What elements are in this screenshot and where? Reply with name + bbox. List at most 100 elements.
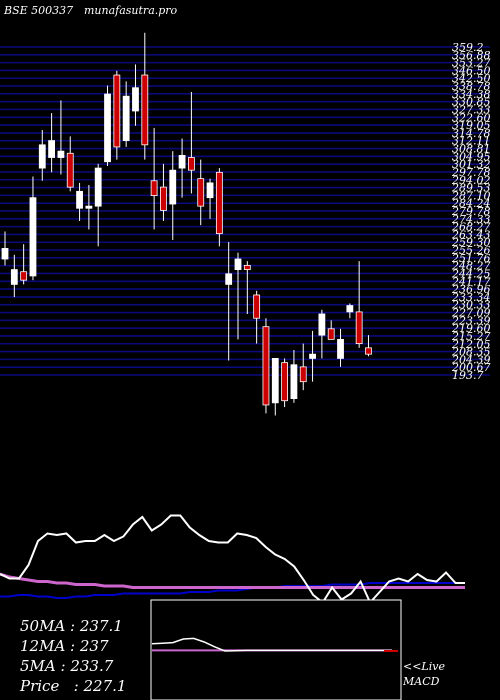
price-tick-label: 263.43 [451,228,491,241]
candle-body [327,328,335,340]
candle [225,242,233,361]
candle [271,358,279,416]
price-tick-label: 308.81 [452,143,491,156]
candle [299,343,307,391]
candle-body [215,171,223,235]
price-tick-label: 241.17 [451,275,491,288]
candle [327,320,335,340]
candle [10,254,18,298]
stat-label: Price [20,677,60,695]
candlestick-series [1,32,372,416]
price-tick-label: 193.7 [452,369,484,382]
stat-50ma: 50MA : 237.1 [20,617,123,635]
price-tick-label: 244.25 [451,267,491,280]
candle [113,70,121,160]
stat-label: 50MA [20,617,66,635]
candle [160,163,167,221]
price-tick-label: 274.33 [451,213,491,226]
price-tick-label: 259.30 [451,236,491,249]
price-tick-label: 314.78 [452,127,491,140]
candle-body [225,273,233,285]
price-tick-label: 219.60 [451,322,491,335]
price-tick-label: 297.78 [451,166,491,179]
candle-body [197,178,205,207]
candle [337,328,344,367]
price-tick-label: 312.11 [452,135,491,148]
candle-body [104,93,111,163]
candle-body [132,87,139,112]
candle [85,185,93,230]
stat-5ma: 5MA : 233.7 [20,657,114,675]
candle [197,159,205,226]
candle-body [85,205,93,209]
price-tick-label: 287.10 [451,189,491,202]
candle [365,335,372,357]
candle [57,100,65,175]
indicator-lines [0,514,465,605]
price-tick-label: 208.35 [451,346,491,359]
price-tick-label: 223.39 [451,314,491,327]
candle [20,244,28,285]
price-tick-label: 304.95 [452,150,491,163]
candle-body [309,353,316,359]
candle-body [141,74,149,146]
candle-body [160,186,167,211]
price-tick-label: 204.39 [451,353,491,366]
candle [309,330,316,382]
candle-body [20,271,28,281]
stat-price: Price : 227.1 [20,677,127,695]
candle [206,178,214,219]
blue-ma-line [0,582,465,599]
candle [66,136,74,192]
site-name: munafasutra.pro [84,4,178,17]
pink-ma-line [0,572,465,589]
price-tick-label: 338.78 [452,80,491,93]
candle [178,138,186,198]
candle-body [10,269,18,285]
price-tick-label: 342.50 [452,72,491,85]
candle-body [178,154,186,169]
candle [169,151,177,240]
price-tick-label: 227.09 [451,307,491,320]
price-tick-label: 268.27 [451,221,491,234]
candle [48,113,55,173]
candle-body [318,313,326,336]
candle [141,32,149,160]
candle [355,261,363,348]
candle-body [253,294,261,319]
live-link[interactable]: <<Live [403,660,445,673]
candle [243,261,251,315]
candle [253,290,261,344]
price-tick-label: 319.05 [452,119,491,132]
price-tick-label: 279.78 [451,205,491,218]
price-tick-label: 322.60 [452,111,491,124]
candle [281,358,289,408]
candle-body [290,364,298,399]
candle-body [150,180,158,196]
price-tick-label: 200.67 [451,361,491,374]
candle [215,168,223,247]
candle-body [299,366,307,383]
candle [38,130,46,181]
candle-body [57,150,65,158]
white-indicator-line [0,514,465,605]
price-tick-label: 212.05 [451,338,491,351]
stat-12ma: 12MA : 237 [20,637,109,655]
stat-value: 237.1 [79,617,123,635]
price-tick-label: 251.76 [451,252,491,265]
candle-body [206,182,214,199]
candle [346,303,354,319]
price-tick-label: 353.27 [452,57,491,70]
price-grid [0,46,490,376]
price-tick-label: 233.34 [451,291,491,304]
candle [29,176,37,281]
candle-body [262,326,270,406]
candle-body [346,305,354,313]
candle-body [1,248,9,260]
candle [234,252,242,340]
candle-body [113,74,121,148]
price-tick-label: 356.88 [452,49,491,62]
candle-body [365,347,372,355]
stat-label: 12MA [20,637,66,655]
